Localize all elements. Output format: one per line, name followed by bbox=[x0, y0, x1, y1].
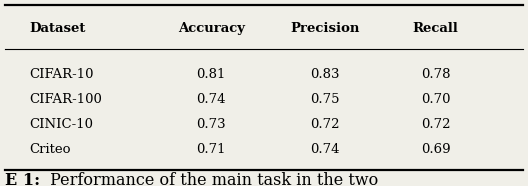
Text: 0.72: 0.72 bbox=[310, 118, 340, 131]
Text: Recall: Recall bbox=[413, 22, 458, 35]
Text: Criteo: Criteo bbox=[29, 143, 71, 156]
Text: 0.75: 0.75 bbox=[310, 93, 340, 106]
Text: E 1:: E 1: bbox=[5, 172, 41, 186]
Text: 0.81: 0.81 bbox=[196, 68, 226, 81]
Text: 0.78: 0.78 bbox=[421, 68, 450, 81]
Text: 0.71: 0.71 bbox=[196, 143, 226, 156]
Text: CIFAR-10: CIFAR-10 bbox=[29, 68, 93, 81]
Text: 0.72: 0.72 bbox=[421, 118, 450, 131]
Text: 0.83: 0.83 bbox=[310, 68, 340, 81]
Text: 0.74: 0.74 bbox=[310, 143, 340, 156]
Text: Precision: Precision bbox=[290, 22, 360, 35]
Text: 0.70: 0.70 bbox=[421, 93, 450, 106]
Text: Performance of the main task in the two: Performance of the main task in the two bbox=[45, 172, 378, 186]
Text: 0.73: 0.73 bbox=[196, 118, 226, 131]
Text: 0.69: 0.69 bbox=[421, 143, 450, 156]
Text: CINIC-10: CINIC-10 bbox=[29, 118, 93, 131]
Text: CIFAR-100: CIFAR-100 bbox=[29, 93, 102, 106]
Text: 0.74: 0.74 bbox=[196, 93, 226, 106]
Text: Dataset: Dataset bbox=[29, 22, 86, 35]
Text: Accuracy: Accuracy bbox=[178, 22, 244, 35]
